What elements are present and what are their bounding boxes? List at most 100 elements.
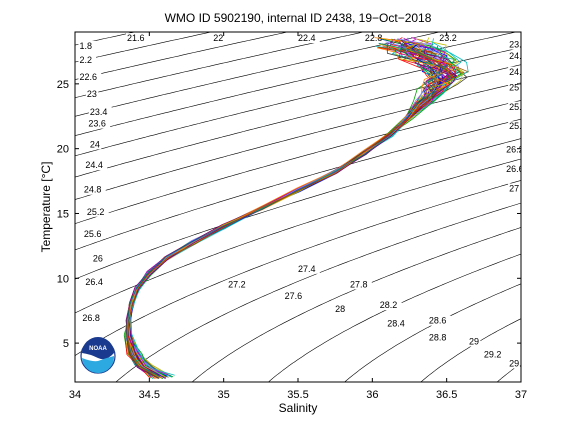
- density-label: 24.4: [85, 160, 103, 170]
- density-contour-labels: 21.6 22 22.4 22.8 23.21.82.222.62323.423.624…: [78, 33, 527, 369]
- density-label-bg: [227, 279, 250, 290]
- density-label-bg: [508, 82, 521, 93]
- density-label-bg: [84, 160, 108, 171]
- density-label-bg: [88, 106, 112, 117]
- density-label: 25.6: [84, 229, 102, 239]
- density-label-bg: [508, 51, 521, 62]
- y-tick-label: 10: [57, 273, 69, 285]
- density-label: 27.4: [298, 264, 316, 274]
- density-label: 29.4: [509, 358, 527, 368]
- density-label: 27.2: [228, 279, 246, 289]
- y-tick-label: 15: [57, 208, 69, 220]
- profile-line: [127, 46, 454, 378]
- density-label: 29.2: [484, 349, 502, 359]
- y-tick-label: 5: [63, 338, 69, 350]
- density-contour: [75, 158, 521, 314]
- x-tick-label: 36.5: [436, 389, 457, 401]
- density-contour: [115, 202, 521, 382]
- density-label: 28.8: [429, 333, 447, 343]
- density-contour: [75, 100, 521, 224]
- density-label: 26.8: [82, 313, 100, 323]
- density-label: 26.6: [506, 164, 524, 174]
- density-label: 22.4: [298, 33, 316, 43]
- density-label: 22.6: [79, 72, 97, 82]
- x-tick-label: 35.5: [287, 389, 308, 401]
- density-label-bg: [508, 39, 521, 50]
- density-label-bg: [386, 318, 409, 329]
- x-axis-label: Salinity: [279, 401, 318, 415]
- density-label: 23.2: [439, 33, 457, 43]
- density-label: 26.2: [506, 145, 524, 155]
- plot-area: [75, 32, 521, 382]
- profile-line: [126, 38, 450, 378]
- density-label-bg: [84, 276, 108, 287]
- y-axis-label: Temperature [°C]: [39, 162, 53, 253]
- density-label-bg: [283, 291, 307, 302]
- density-label-bg: [508, 66, 521, 77]
- density-label-bg: [82, 228, 106, 239]
- density-label: 24: [90, 139, 100, 149]
- density-label: 23.6: [88, 119, 106, 129]
- density-label: 27.8: [350, 279, 368, 289]
- density-label: 28.2: [380, 300, 398, 310]
- density-label-bg: [467, 336, 481, 347]
- density-label-bg: [85, 88, 99, 99]
- density-contours: [75, 32, 521, 382]
- density-label-bg: [505, 164, 521, 174]
- density-label-bg: [78, 40, 97, 51]
- profile-lines: [123, 37, 470, 380]
- x-tick-label: 34: [69, 389, 81, 401]
- density-contour: [75, 180, 521, 356]
- density-label: 26.4: [85, 277, 103, 287]
- density-label: 28.6: [429, 316, 447, 326]
- density-contour: [75, 32, 364, 98]
- density-label: 22: [213, 33, 223, 43]
- density-label: 25.4: [509, 102, 527, 112]
- y-tick-label: 25: [57, 79, 69, 91]
- density-label: 24.2: [509, 51, 527, 61]
- density-contour: [75, 47, 521, 157]
- density-label: 24.8: [84, 185, 102, 195]
- density-label-bg: [349, 279, 372, 290]
- density-label-bg: [81, 313, 105, 324]
- noaa-logo-sea: [82, 356, 115, 374]
- density-label-bg: [378, 300, 402, 311]
- profile-line: [129, 38, 442, 377]
- density-label-bg: [126, 33, 149, 44]
- density-label: 21.6: [127, 33, 145, 43]
- density-contour: [75, 64, 521, 178]
- noaa-logo: NOAA: [80, 337, 116, 374]
- density-label-bg: [297, 263, 320, 274]
- chart-title: WMO ID 5902190, internal ID 2438, 19−Oct…: [165, 11, 432, 25]
- density-label-bg: [212, 33, 225, 44]
- density-label: 23.6: [509, 40, 527, 50]
- density-label: 29: [469, 336, 479, 346]
- x-tick-label: 36: [366, 389, 378, 401]
- density-label-bg: [91, 253, 105, 264]
- density-label: 23.4: [90, 107, 108, 117]
- density-label-bg: [85, 206, 109, 217]
- density-label: 24.6: [509, 67, 527, 77]
- density-label: 22.8: [365, 33, 383, 43]
- density-label-bg: [78, 55, 97, 66]
- density-label-bg: [427, 332, 451, 343]
- x-tick-label: 35: [218, 389, 230, 401]
- density-label-bg: [508, 101, 521, 112]
- density-label: 25.2: [87, 207, 105, 217]
- density-label: 26: [93, 253, 103, 263]
- density-label: 23: [87, 89, 97, 99]
- density-label: 28: [335, 304, 345, 314]
- axes: 34 34.5 35 35.5 36 36.5 37 5 10 15 20 25: [57, 31, 527, 401]
- density-label: 2.2: [79, 55, 92, 65]
- x-tick-label: 34.5: [139, 389, 160, 401]
- density-label: 25.8: [509, 121, 527, 131]
- density-label-bg: [508, 358, 521, 369]
- noaa-logo-text: NOAA: [89, 346, 107, 352]
- profile-line: [127, 42, 442, 377]
- noaa-logo-sky: [82, 337, 114, 360]
- density-label-bg: [87, 118, 111, 129]
- density-label-bg: [438, 33, 462, 44]
- density-label-bg: [297, 33, 320, 44]
- density-label-bg: [427, 315, 451, 326]
